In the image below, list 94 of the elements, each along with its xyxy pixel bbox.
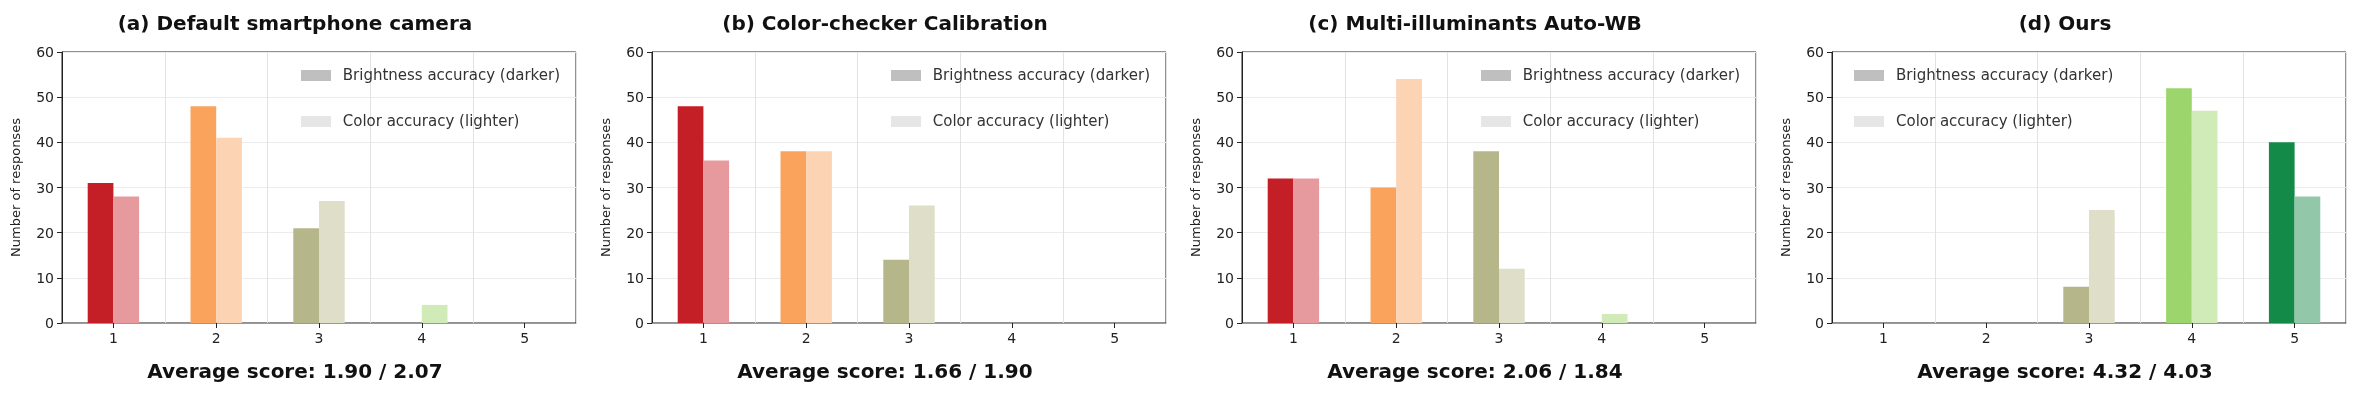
x-tick-label: 5: [1110, 330, 1120, 346]
x-tick-label: 3: [314, 330, 324, 346]
x-tick-label: 5: [1700, 330, 1710, 346]
y-axis-title: Number of responses: [1188, 117, 1203, 257]
bar: [883, 259, 909, 323]
bar: [216, 137, 242, 323]
y-tick-label: 30: [36, 179, 54, 196]
x-tick-label: 5: [2290, 330, 2300, 346]
y-tick-label: 30: [1806, 179, 1824, 196]
x-tick-label: 4: [2187, 330, 2197, 346]
bar: [190, 106, 217, 323]
annotation: Color accuracy (lighter): [342, 112, 520, 130]
y-tick-label: 0: [635, 315, 644, 331]
annotation: Brightness accuracy (darker): [342, 66, 560, 84]
text: Average score: 2.06 / 1.84: [1326, 359, 1624, 383]
y-tick-label: 50: [36, 89, 54, 106]
chart-title: (b) Color-checker Calibration: [722, 11, 1048, 35]
bar: [2166, 88, 2192, 323]
bar: [2268, 142, 2295, 323]
y-tick-label: 30: [1216, 179, 1234, 196]
y-tick-label: 50: [1806, 89, 1824, 106]
bar: [1473, 151, 1499, 323]
bar: [1267, 178, 1294, 323]
chart-title: (c) Multi-illuminants Auto-WB: [1308, 11, 1642, 35]
y-tick-label: 60: [1216, 44, 1234, 60]
bar: [780, 151, 807, 323]
bar: [1499, 268, 1525, 323]
annotation: Color accuracy (lighter): [1896, 112, 2073, 130]
x-tick-label: 4: [417, 330, 427, 346]
x-tick-label: 3: [1494, 330, 1504, 346]
text: Average score: 1.66 / 1.90: [736, 359, 1034, 383]
bar: [2063, 286, 2089, 323]
y-tick-label: 0: [1815, 315, 1824, 331]
y-tick-label: 0: [1225, 315, 1234, 331]
y-tick-label: 40: [1216, 134, 1234, 151]
bar: [319, 201, 345, 323]
x-tick-label: 3: [2084, 330, 2094, 346]
y-tick-label: 10: [36, 269, 54, 286]
bar: [1396, 79, 1422, 323]
y-tick-label: 40: [36, 134, 54, 151]
x-tick-label: 1: [698, 330, 708, 346]
y-axis-title: Number of responses: [598, 117, 613, 257]
bar: [703, 160, 730, 323]
y-tick-label: 60: [36, 44, 54, 60]
annotation: Color accuracy (lighter): [1522, 112, 1700, 130]
bar: [1601, 313, 1628, 323]
y-tick-label: 20: [36, 224, 54, 241]
x-tick-label: 3: [904, 330, 914, 346]
bar: [2191, 110, 2218, 323]
y-tick-label: 20: [1806, 224, 1824, 241]
bar: [113, 196, 140, 323]
x-tick-label: 1: [1288, 330, 1298, 346]
chart-title: (a) Default smartphone camera: [117, 11, 473, 35]
bar: [1370, 187, 1397, 323]
y-tick-label: 10: [1806, 269, 1824, 286]
annotation: Brightness accuracy (darker): [1896, 66, 2114, 84]
bar: [2294, 196, 2321, 323]
text: Average score: 4.32 / 4.03: [1916, 359, 2214, 383]
y-axis-title: Number of responses: [8, 117, 23, 257]
y-tick-label: 60: [626, 44, 644, 60]
y-axis-title: Number of responses: [1778, 117, 1793, 257]
x-tick-label: 2: [801, 330, 811, 346]
y-tick-label: 20: [1216, 224, 1234, 241]
y-tick-label: 0: [45, 315, 54, 331]
y-tick-label: 60: [1806, 44, 1824, 60]
x-tick-label: 2: [1391, 330, 1401, 346]
bar: [806, 151, 832, 323]
y-tick-label: 20: [626, 224, 644, 241]
bar: [909, 205, 935, 323]
x-tick-label: 1: [1878, 330, 1888, 346]
x-tick-label: 5: [520, 330, 530, 346]
annotation: Brightness accuracy (darker): [932, 66, 1150, 84]
text: Average score: 1.90 / 2.07: [146, 359, 444, 383]
chart-title: (d) Ours: [2018, 11, 2112, 35]
x-tick-label: 2: [1981, 330, 1991, 346]
x-tick-label: 2: [211, 330, 221, 346]
y-tick-label: 10: [626, 269, 644, 286]
x-tick-label: 4: [1597, 330, 1607, 346]
y-tick-label: 30: [626, 179, 644, 196]
annotation: Brightness accuracy (darker): [1522, 66, 1740, 84]
bar: [1293, 178, 1320, 323]
y-tick-label: 10: [1216, 269, 1234, 286]
bar: [87, 182, 114, 323]
bar: [677, 106, 704, 323]
y-tick-label: 40: [1806, 134, 1824, 151]
annotation: Color accuracy (lighter): [932, 112, 1110, 130]
bar: [2089, 210, 2115, 323]
bar: [421, 304, 448, 323]
y-tick-label: 40: [626, 134, 644, 151]
x-tick-label: 1: [108, 330, 118, 346]
y-tick-label: 50: [1216, 89, 1234, 106]
bar: [293, 228, 319, 323]
x-tick-label: 4: [1007, 330, 1017, 346]
y-tick-label: 50: [626, 89, 644, 106]
